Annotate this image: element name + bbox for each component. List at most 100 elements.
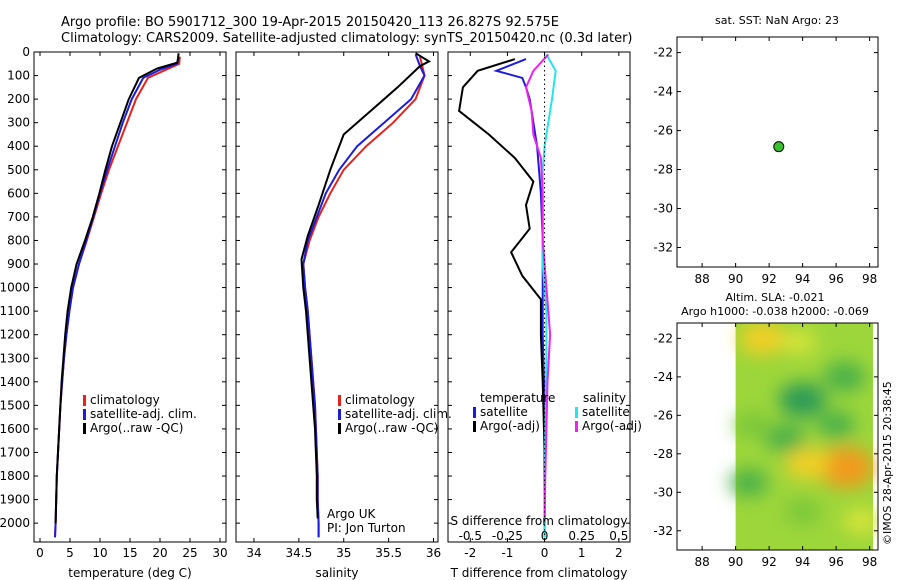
x-axis-label: salinity (315, 566, 358, 580)
x-tick-label: 98 (862, 555, 877, 569)
float-owner-label: Argo UK (327, 507, 376, 521)
sla-anomaly-blob (765, 423, 807, 454)
y-tick-label: 200 (7, 92, 30, 106)
sla-anomaly-blob (823, 361, 866, 393)
map-title: sat. SST: NaN Argo: 23 (715, 14, 839, 27)
secondary-tick-label: 0 (541, 529, 549, 543)
legend-label: climatology (90, 393, 160, 407)
y-tick-label: 800 (7, 233, 30, 247)
series-line-satellite-adj-clim- (302, 54, 426, 538)
x-tick-label: 34 (246, 546, 261, 560)
sla-anomaly-blob (739, 323, 786, 356)
y-tick-label: -30 (653, 202, 673, 216)
y-tick-label: -28 (653, 163, 673, 177)
x-tick-label: 1 (578, 546, 586, 560)
x-tick-label: 35.5 (375, 546, 402, 560)
x-tick-label: 88 (694, 555, 709, 569)
legend-group-salinity: salinity (583, 391, 626, 405)
legend-group-temperature: temperature (480, 391, 555, 405)
sla-map-panel: 88 90 92 94 96 98 -22 -24 -26 -28 -30 -32 Altim. SLA… (653, 291, 879, 569)
secondary-axis-label: S difference from climatology (451, 514, 628, 528)
y-tick-label: -26 (653, 408, 673, 422)
x-tick-label: 90 (728, 272, 743, 286)
x-tick-label: 25 (182, 546, 197, 560)
y-tick-label: 300 (7, 116, 30, 130)
x-tick-label: 15 (122, 546, 137, 560)
y-tick-label: -22 (653, 46, 673, 60)
x-tick-label: 20 (152, 546, 167, 560)
x-axis-label: temperature (deg C) (68, 566, 191, 580)
y-tick-label: 2000 (0, 516, 30, 530)
x-tick-label: 0 (541, 546, 549, 560)
legend-label: Argo(-adj) (480, 419, 540, 433)
y-tick-label: 1500 (0, 398, 30, 412)
sla-anomaly-blob (785, 499, 820, 525)
x-tick-label: 34.5 (285, 546, 312, 560)
y-tick-label: -22 (653, 331, 673, 345)
sla-anomaly-field (729, 323, 878, 535)
difference-panel: -2 -1 0 1 2 T difference from climatology temp… (447, 51, 642, 580)
y-tick-label: 700 (7, 210, 30, 224)
sla-anomaly-blob (729, 468, 769, 497)
legend-swatch (83, 423, 86, 434)
secondary-tick-label: 0.5 (609, 529, 628, 543)
salinity-panel: 34 34.5 35 35.5 36 salinity climatologysatelli… (235, 51, 452, 580)
plot-frame (235, 51, 439, 543)
x-tick-label: 90 (728, 555, 743, 569)
y-tick-label: -32 (653, 524, 673, 538)
sla-anomaly-blob (785, 447, 830, 480)
x-tick-label: 96 (828, 555, 843, 569)
y-tick-label: -24 (653, 85, 673, 99)
x-tick-label: 92 (761, 272, 776, 286)
plot-frame (33, 51, 227, 543)
series-line-climatology (302, 56, 426, 538)
y-tick-label: 400 (7, 139, 30, 153)
secondary-tick-label: -0.5 (459, 529, 482, 543)
y-tick-label: 1700 (0, 445, 30, 459)
series-line-argo-raw-qc- (300, 52, 432, 519)
side-stamp: ©IMOS 28-Apr-2015 20:38:45 (881, 381, 894, 545)
legend-swatch (83, 409, 86, 420)
x-tick-label: 94 (795, 555, 810, 569)
argo-position-marker (773, 141, 785, 153)
series-line-argo-raw-qc- (54, 53, 180, 524)
temperature-panel: 0 5 10 15 20 25 300100200300400500600700800900… (0, 45, 228, 580)
y-tick-label: 1300 (0, 351, 30, 365)
x-tick-label: 35 (336, 546, 351, 560)
y-tick-label: -30 (653, 485, 673, 499)
legend-swatch (338, 423, 341, 434)
sla-title-line-1: Altim. SLA: -0.021 (725, 291, 824, 304)
map-frame (676, 36, 879, 268)
map-frame (676, 322, 879, 551)
header-line-2: Climatology: CARS2009. Satellite-adjuste… (61, 31, 633, 46)
y-tick-label: -24 (653, 370, 673, 384)
x-tick-label: 96 (828, 272, 843, 286)
legend-swatch (83, 395, 86, 406)
x-tick-label: -1 (501, 546, 513, 560)
legend-swatch (473, 421, 476, 432)
plot-frame (447, 51, 631, 543)
sla-anomaly-blob (735, 412, 770, 438)
sla-title-line-2: Argo h1000: -0.038 h2000: -0.069 (681, 305, 869, 318)
sla-anomaly-blob (782, 329, 817, 355)
legend-label: satellite (480, 405, 528, 419)
secondary-tick-label: -0.25 (492, 529, 523, 543)
float-pi-label: PI: Jon Turton (327, 521, 406, 535)
legend-label: Argo(-adj) (582, 419, 642, 433)
position-map-panel: 88 90 92 94 96 98 -22 -24 -26 -28 -30 -32 sat. SST: … (653, 14, 879, 286)
y-tick-label: 1600 (0, 422, 30, 436)
y-tick-label: 600 (7, 186, 30, 200)
y-tick-label: 1400 (0, 375, 30, 389)
y-tick-label: 1100 (0, 304, 30, 318)
secondary-tick-label: 0.25 (568, 529, 595, 543)
y-tick-label: -26 (653, 124, 673, 138)
x-tick-label: -2 (464, 546, 476, 560)
legend-label: climatology (345, 393, 415, 407)
legend-swatch (473, 407, 476, 418)
sla-anomaly-blob (816, 411, 856, 439)
y-tick-label: 1900 (0, 493, 30, 507)
x-tick-label: 5 (66, 546, 74, 560)
legend-label: Argo(..raw -QC) (345, 421, 438, 435)
y-tick-label: -28 (653, 447, 673, 461)
y-tick-label: -32 (653, 241, 673, 255)
